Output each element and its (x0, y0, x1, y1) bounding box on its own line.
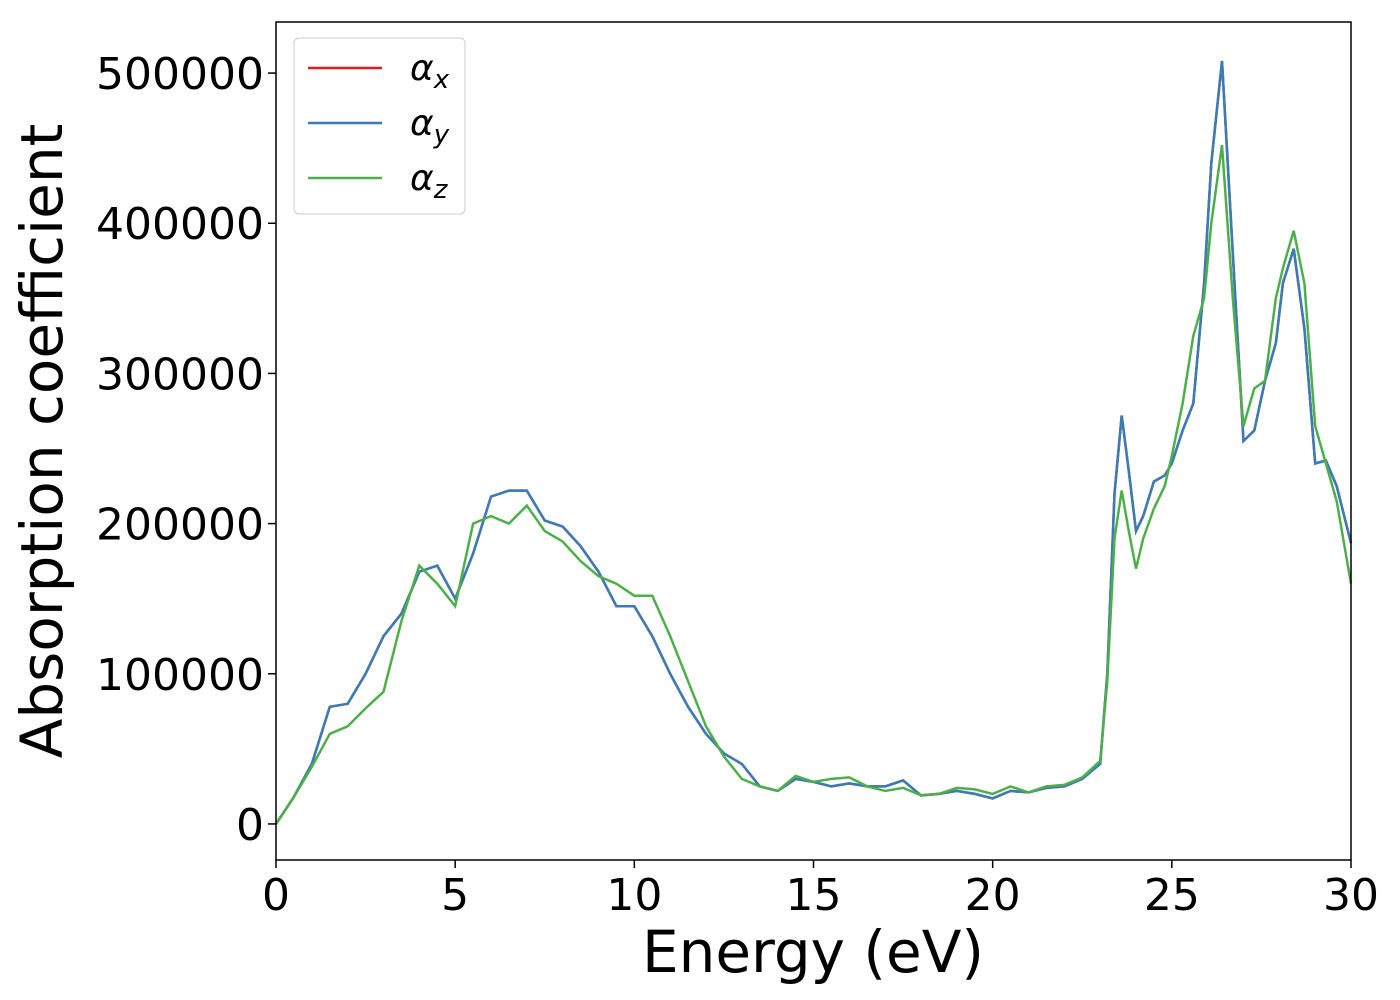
legend-label: αy (410, 103, 450, 150)
x-tick-label: 15 (786, 870, 842, 921)
x-axis-label: Energy (eV) (642, 918, 984, 986)
y-tick-label: 300000 (96, 349, 264, 400)
y-tick-label: 100000 (96, 650, 264, 701)
y-tick-label: 400000 (96, 199, 264, 250)
y-axis-label: Absorption coefficient (8, 124, 76, 759)
x-tick-label: 30 (1323, 870, 1379, 921)
y-tick-label: 500000 (96, 49, 264, 100)
x-tick-label: 10 (606, 870, 662, 921)
x-tick-label: 0 (262, 870, 290, 921)
legend-label: αx (410, 48, 450, 95)
x-tick-label: 20 (965, 870, 1021, 921)
y-tick-label: 0 (236, 800, 264, 851)
x-tick-label: 25 (1144, 870, 1200, 921)
line-series (274, 144, 1353, 825)
plot-frame (275, 21, 1352, 861)
y-tick-label: 200000 (96, 500, 264, 551)
legend-box (293, 37, 466, 215)
x-tick-label: 5 (441, 870, 469, 921)
